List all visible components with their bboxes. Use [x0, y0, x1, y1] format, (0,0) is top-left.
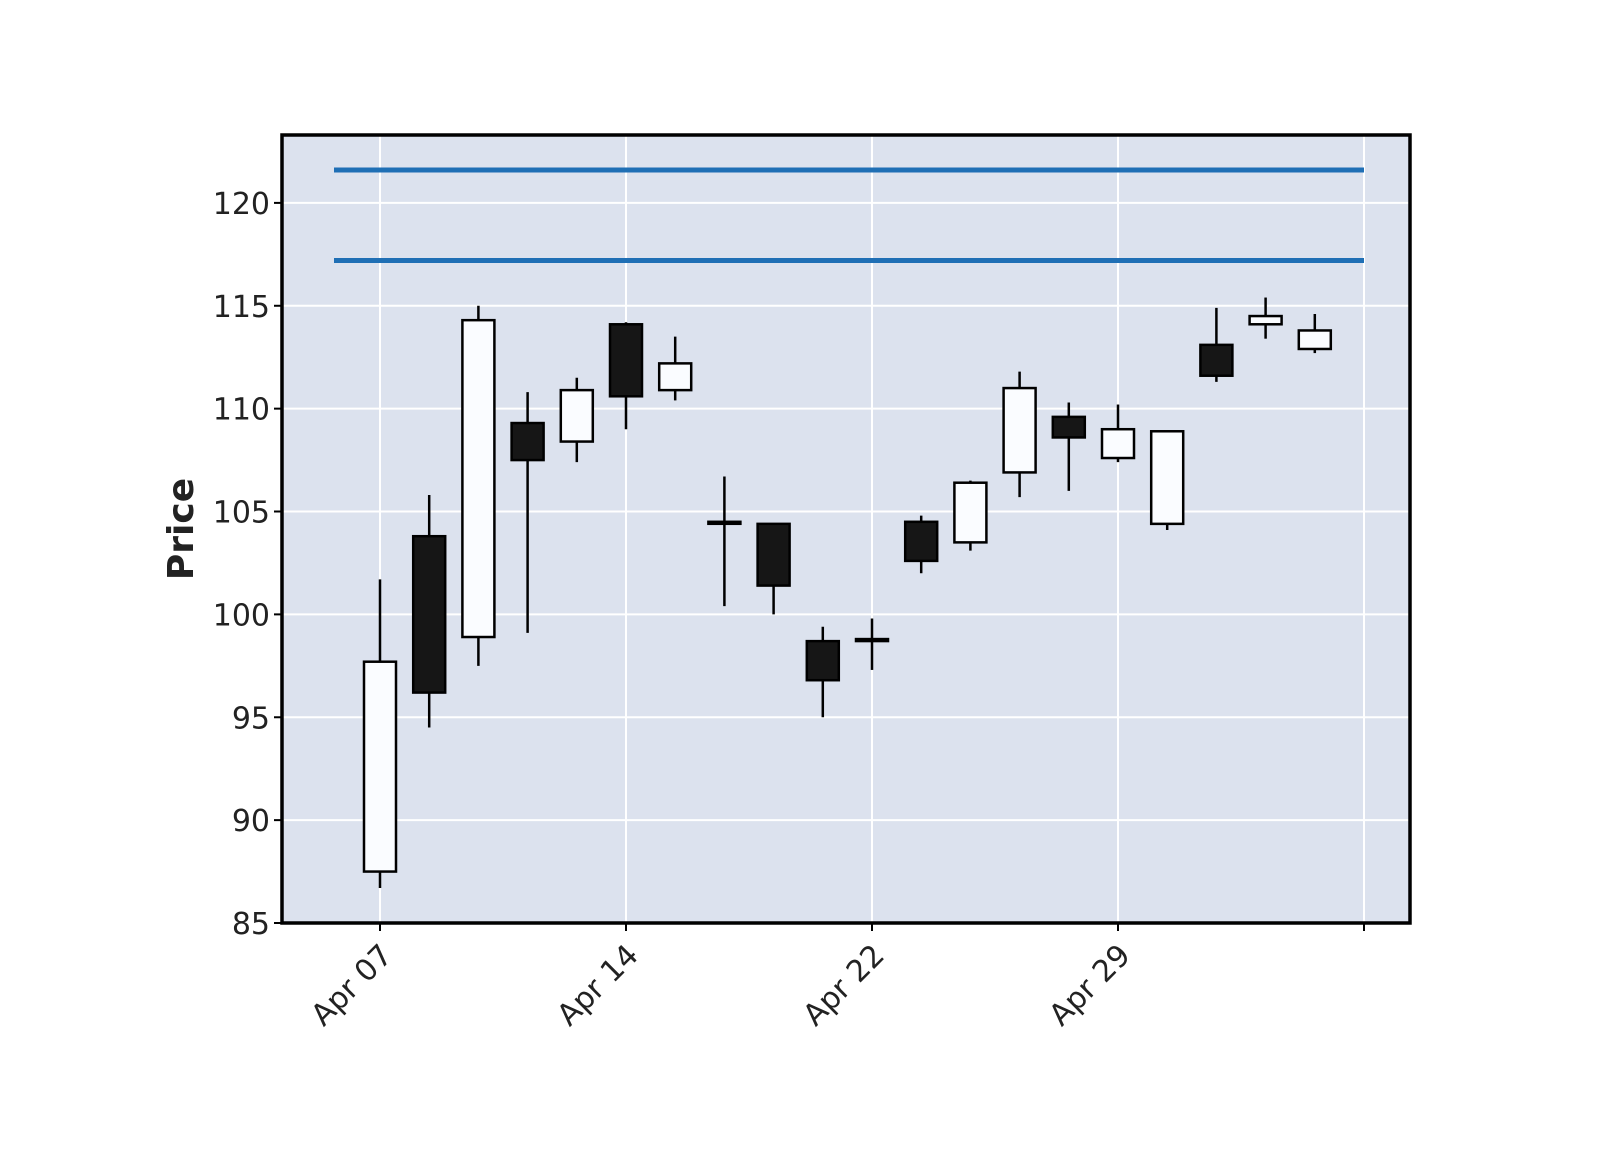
candle-body [1297, 329, 1333, 351]
candle-body [362, 660, 398, 873]
candle [1248, 297, 1283, 339]
x-axis-ticks: Apr 07 Apr 14 Apr 22 Apr 29 [304, 923, 1365, 1033]
y-tick-label: 105 [213, 496, 270, 531]
candle-body [559, 388, 595, 443]
candle [657, 336, 693, 401]
candle-body [903, 520, 939, 563]
x-tick-label: Apr 07 [304, 938, 399, 1033]
candle-body [1248, 314, 1283, 326]
candle-body [854, 637, 890, 643]
candle-body [411, 534, 447, 694]
y-tick-label: 110 [213, 393, 270, 428]
x-tick-label: Apr 22 [796, 938, 891, 1033]
x-tick-label: Apr 29 [1042, 938, 1137, 1033]
candle-body [953, 481, 988, 544]
candle [559, 377, 595, 463]
y-tick-label: 95 [232, 701, 270, 736]
y-tick-label: 115 [213, 290, 270, 325]
candle [461, 305, 496, 666]
x-tick-label: Apr 14 [550, 938, 645, 1033]
y-axis-label: Price [161, 478, 202, 580]
y-axis-ticks: 85 90 95 100 105 110 115 120 [213, 187, 282, 942]
candle [953, 480, 988, 551]
candle [1297, 313, 1333, 354]
candle-body [1199, 343, 1234, 377]
candle-body [510, 421, 545, 462]
candle-body [657, 362, 693, 392]
candle [608, 322, 644, 430]
candle-body [756, 522, 791, 587]
candle [1100, 404, 1136, 463]
candle [1051, 402, 1087, 491]
candle-body [707, 520, 742, 526]
candle [854, 618, 890, 670]
plot-frame [280, 133, 1412, 925]
candle-body [805, 639, 841, 682]
candle-body [1149, 430, 1185, 526]
candle-body [1100, 427, 1136, 460]
candle-body [461, 318, 496, 639]
candle [510, 392, 545, 633]
candle [362, 579, 398, 889]
y-tick-label: 100 [213, 598, 270, 633]
candle [411, 495, 447, 728]
candle [805, 626, 841, 718]
y-tick-label: 120 [213, 187, 270, 222]
candle-body [608, 323, 644, 398]
candle-body [1002, 386, 1037, 474]
candles [362, 297, 1333, 889]
y-tick-label: 90 [232, 804, 270, 839]
candle [1199, 307, 1234, 382]
candle [903, 515, 939, 574]
candle [756, 522, 791, 615]
candle [1149, 430, 1185, 531]
candle-body [1051, 415, 1087, 439]
y-tick-label: 85 [232, 907, 270, 942]
candle [1002, 371, 1037, 498]
candle [707, 476, 742, 607]
plot-area [282, 135, 1410, 923]
horizontal-lines [334, 167, 1364, 264]
